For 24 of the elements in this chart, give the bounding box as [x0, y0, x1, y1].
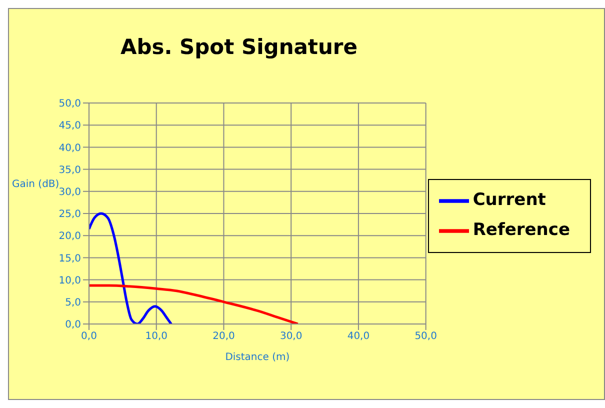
y-tick-label: 40,0: [58, 142, 81, 154]
x-tick-label: 40,0: [347, 331, 370, 342]
y-tick-label: 25,0: [58, 209, 81, 220]
y-tick-label: 0,0: [65, 320, 81, 331]
y-tick-label: 15,0: [58, 253, 81, 264]
x-tick-label: 20,0: [212, 331, 235, 342]
x-tick-label: 0,0: [81, 331, 97, 342]
x-axis-title: Distance (m): [225, 352, 290, 363]
x-tick-label: 10,0: [145, 331, 168, 342]
chart-title: Abs. Spot Signature: [119, 35, 359, 59]
y-tick-label: 35,0: [58, 164, 81, 176]
line-series: [89, 212, 172, 324]
legend-label: Current: [472, 190, 546, 210]
y-tick-label: 45,0: [58, 120, 81, 132]
x-tick-label: 50,0: [414, 331, 437, 342]
y-tick-label: 50,0: [58, 98, 81, 110]
y-axis-title: Gain (dB): [12, 179, 60, 190]
y-tick-label: 5,0: [65, 297, 81, 308]
y-tick-label: 20,0: [58, 231, 81, 242]
y-tick-label: 30,0: [58, 186, 81, 198]
legend-label: Reference: [472, 220, 570, 240]
line-series: [89, 284, 300, 324]
y-tick-label: 10,0: [58, 275, 81, 286]
x-tick-label: 30,0: [280, 331, 302, 342]
